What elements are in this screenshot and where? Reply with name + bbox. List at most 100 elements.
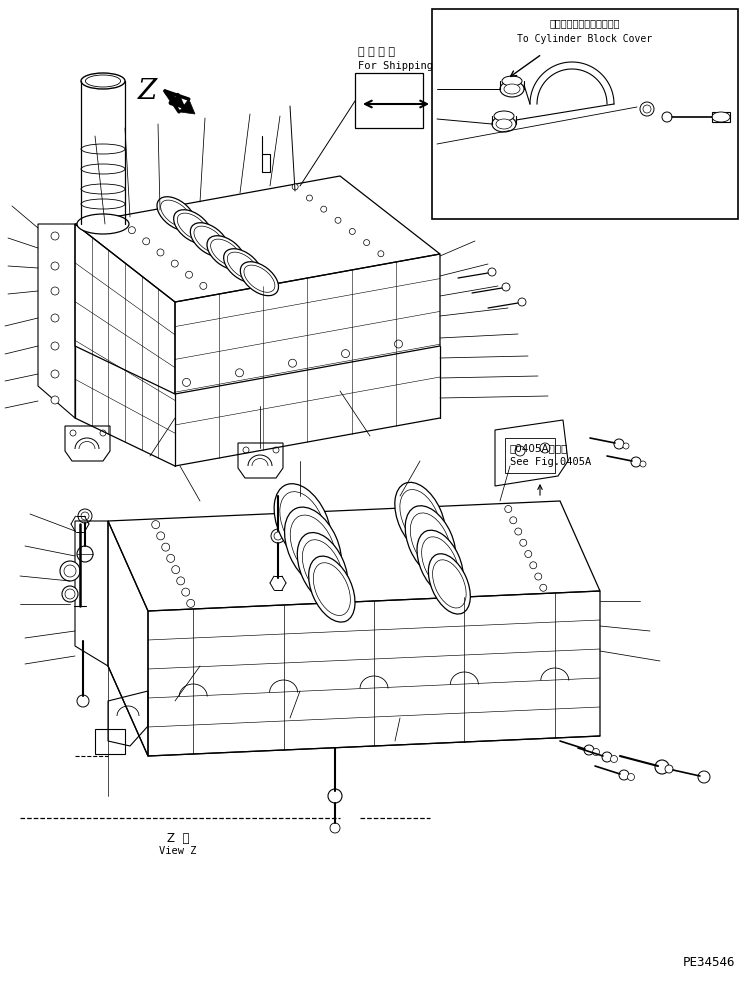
Circle shape bbox=[640, 103, 654, 117]
Ellipse shape bbox=[85, 76, 121, 88]
Ellipse shape bbox=[81, 165, 125, 175]
Circle shape bbox=[349, 229, 355, 236]
Ellipse shape bbox=[160, 201, 192, 228]
Circle shape bbox=[640, 461, 646, 467]
Circle shape bbox=[540, 444, 550, 454]
Circle shape bbox=[524, 551, 532, 558]
Circle shape bbox=[236, 370, 243, 378]
Ellipse shape bbox=[224, 249, 262, 283]
Ellipse shape bbox=[210, 240, 242, 267]
Circle shape bbox=[535, 574, 542, 581]
Circle shape bbox=[502, 284, 510, 292]
Ellipse shape bbox=[500, 82, 524, 98]
Circle shape bbox=[142, 239, 150, 246]
Ellipse shape bbox=[504, 85, 520, 95]
Circle shape bbox=[662, 112, 672, 123]
Circle shape bbox=[610, 755, 618, 763]
Circle shape bbox=[395, 340, 403, 349]
Ellipse shape bbox=[492, 117, 516, 133]
Text: PE34546: PE34546 bbox=[683, 955, 735, 968]
Circle shape bbox=[166, 555, 175, 563]
Circle shape bbox=[77, 695, 89, 707]
Circle shape bbox=[243, 448, 249, 454]
Circle shape bbox=[157, 532, 165, 540]
Circle shape bbox=[200, 283, 207, 290]
Circle shape bbox=[274, 532, 282, 540]
Bar bbox=[505, 439, 555, 473]
Ellipse shape bbox=[77, 215, 129, 235]
Circle shape bbox=[151, 521, 160, 529]
Ellipse shape bbox=[207, 237, 245, 270]
Ellipse shape bbox=[194, 227, 225, 254]
Circle shape bbox=[51, 396, 59, 404]
Bar bbox=[432, 10, 738, 220]
Circle shape bbox=[342, 350, 349, 358]
Circle shape bbox=[114, 216, 121, 223]
Circle shape bbox=[186, 272, 192, 279]
Circle shape bbox=[698, 771, 710, 783]
Ellipse shape bbox=[302, 540, 343, 598]
Ellipse shape bbox=[190, 224, 228, 257]
Ellipse shape bbox=[228, 252, 258, 280]
Ellipse shape bbox=[284, 508, 342, 587]
Circle shape bbox=[162, 543, 169, 551]
Ellipse shape bbox=[494, 111, 514, 122]
Circle shape bbox=[183, 379, 190, 387]
Ellipse shape bbox=[240, 262, 278, 297]
Ellipse shape bbox=[400, 490, 440, 547]
Circle shape bbox=[623, 444, 629, 450]
Circle shape bbox=[584, 745, 594, 755]
Circle shape bbox=[515, 447, 525, 457]
Ellipse shape bbox=[298, 533, 348, 604]
Ellipse shape bbox=[410, 514, 451, 571]
Circle shape bbox=[289, 360, 296, 368]
Ellipse shape bbox=[274, 484, 331, 564]
Text: シリンダブロックカバーへ: シリンダブロックカバーへ bbox=[550, 18, 620, 28]
Circle shape bbox=[328, 789, 342, 804]
Text: To Cylinder Block Cover: To Cylinder Block Cover bbox=[518, 34, 653, 44]
Circle shape bbox=[530, 562, 537, 569]
Circle shape bbox=[51, 315, 59, 322]
Circle shape bbox=[128, 228, 135, 235]
Text: 連 携 部 品: 連 携 部 品 bbox=[358, 47, 395, 57]
Circle shape bbox=[65, 590, 75, 599]
Circle shape bbox=[273, 448, 279, 454]
Circle shape bbox=[540, 585, 547, 592]
Ellipse shape bbox=[395, 483, 445, 554]
Circle shape bbox=[307, 196, 313, 202]
Circle shape bbox=[592, 748, 600, 755]
Circle shape bbox=[627, 774, 635, 781]
Circle shape bbox=[330, 823, 340, 833]
Text: See Fig.0405A: See Fig.0405A bbox=[510, 457, 592, 466]
Circle shape bbox=[378, 251, 384, 257]
Ellipse shape bbox=[81, 74, 125, 90]
Circle shape bbox=[182, 589, 189, 597]
Polygon shape bbox=[179, 100, 195, 115]
Ellipse shape bbox=[712, 112, 730, 123]
Text: 第0405A図参照: 第0405A図参照 bbox=[510, 443, 568, 453]
Ellipse shape bbox=[417, 530, 463, 597]
Circle shape bbox=[631, 458, 641, 467]
Circle shape bbox=[64, 565, 76, 578]
Ellipse shape bbox=[81, 184, 125, 195]
Text: For Shipping: For Shipping bbox=[358, 61, 433, 71]
Ellipse shape bbox=[421, 537, 459, 590]
Circle shape bbox=[518, 299, 526, 307]
Circle shape bbox=[271, 529, 285, 543]
Bar bbox=[262, 155, 270, 173]
Circle shape bbox=[655, 760, 669, 774]
Text: Z: Z bbox=[137, 79, 157, 106]
Circle shape bbox=[81, 513, 89, 521]
Ellipse shape bbox=[309, 556, 355, 622]
Circle shape bbox=[51, 288, 59, 296]
Ellipse shape bbox=[313, 563, 351, 616]
Circle shape bbox=[172, 261, 178, 268]
Bar bbox=[355, 74, 423, 129]
Circle shape bbox=[292, 184, 298, 190]
Bar bbox=[712, 112, 730, 123]
Circle shape bbox=[510, 518, 517, 525]
Circle shape bbox=[51, 262, 59, 271]
Bar bbox=[95, 730, 125, 754]
Ellipse shape bbox=[433, 560, 466, 608]
Circle shape bbox=[51, 343, 59, 351]
